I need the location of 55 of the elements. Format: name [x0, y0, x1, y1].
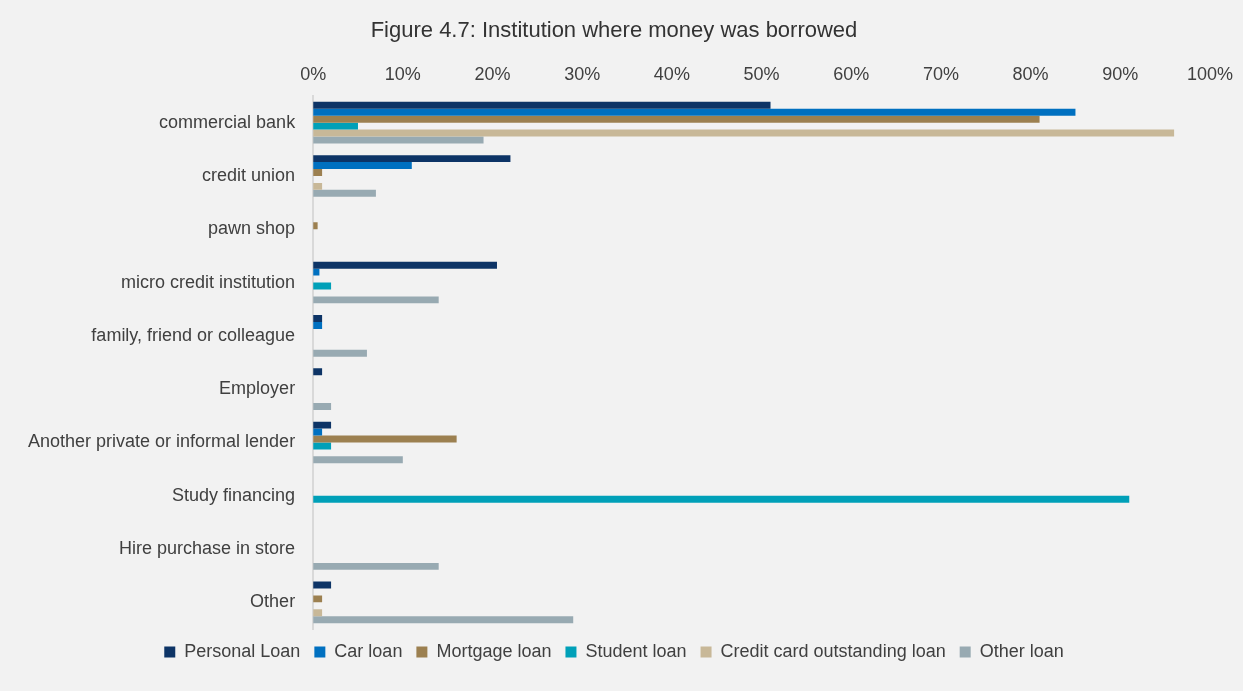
- x-tick-label: 30%: [564, 64, 601, 85]
- y-tick-label: pawn shop: [208, 218, 296, 239]
- x-tick-label: 40%: [653, 64, 690, 85]
- x-tick-label: 90%: [1102, 64, 1139, 85]
- bar: [313, 349, 367, 357]
- bar: [313, 115, 1040, 123]
- bar: [313, 595, 323, 603]
- bar: [313, 442, 332, 450]
- y-tick-label: Hire purchase in store: [119, 538, 296, 559]
- bar: [313, 428, 323, 436]
- bar: [313, 222, 318, 230]
- legend-label: Other loan: [979, 640, 1064, 661]
- bar: [313, 495, 1130, 503]
- bar: [313, 108, 1076, 116]
- bar: [313, 616, 574, 624]
- y-tick-label: Study financing: [172, 484, 296, 505]
- bar: [313, 368, 323, 376]
- x-tick-label: 10%: [384, 64, 421, 85]
- bar: [313, 122, 358, 130]
- bar: [313, 169, 323, 176]
- bar: [313, 562, 439, 570]
- x-tick-label: 60%: [833, 64, 870, 85]
- x-tick-label: 80%: [1012, 64, 1049, 85]
- bar: [313, 155, 511, 163]
- y-tick-label: family, friend or colleague: [91, 324, 296, 345]
- legend-label: Car loan: [334, 640, 403, 661]
- legend-label: Credit card outstanding loan: [720, 640, 946, 661]
- bar: [313, 321, 323, 329]
- bar: [313, 456, 403, 464]
- x-tick-label: 100%: [1186, 64, 1233, 85]
- bar: [313, 609, 323, 617]
- legend-label: Mortgage loan: [436, 640, 552, 661]
- bar: [313, 101, 771, 109]
- bar: [313, 403, 332, 410]
- bar: [313, 261, 497, 269]
- y-tick-label: Employer: [219, 378, 296, 399]
- bar: [313, 162, 412, 170]
- bar: [313, 296, 439, 304]
- x-tick-label: 50%: [743, 64, 780, 85]
- y-tick-label: Another private or informal lender: [27, 431, 296, 452]
- y-tick-label: credit union: [202, 164, 296, 185]
- bar: [313, 189, 376, 197]
- bar: [313, 129, 1175, 137]
- legend-label: Personal Loan: [184, 640, 301, 661]
- y-tick-label: micro credit institution: [121, 271, 296, 292]
- x-tick-label: 20%: [474, 64, 511, 85]
- y-tick-label: commercial bank: [159, 111, 297, 132]
- x-tick-label: 0%: [300, 64, 327, 85]
- x-tick-label: 70%: [922, 64, 959, 85]
- bar: [313, 182, 323, 190]
- legend-label: Student loan: [585, 640, 687, 661]
- bar: [313, 421, 332, 429]
- y-tick-label: Other: [250, 591, 296, 612]
- bar: [313, 315, 323, 322]
- chart-title: Figure 4.7: Institution where money was borrowed: [370, 17, 858, 43]
